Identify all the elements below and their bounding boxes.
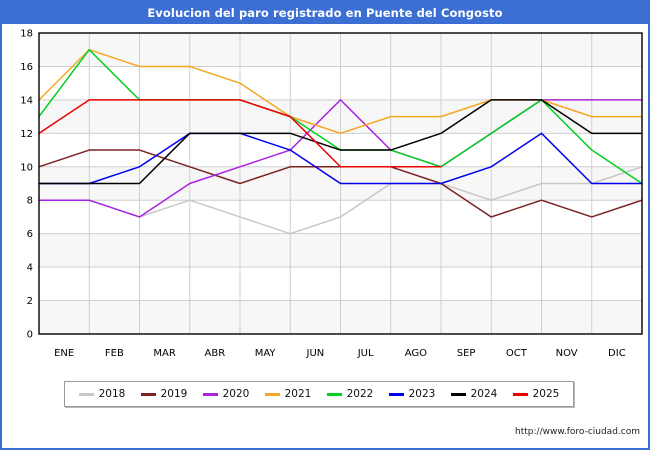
legend-swatch-icon <box>78 392 94 396</box>
y-axis-tick-label: 18 <box>20 29 33 40</box>
plot-border <box>38 32 643 335</box>
legend-swatch-icon <box>388 392 404 396</box>
legend-item-2023[interactable]: 2023 <box>388 388 436 400</box>
legend-item-2022[interactable]: 2022 <box>326 388 374 400</box>
legend-label: 2022 <box>346 388 374 400</box>
window-title-bar: Evolucion del paro registrado en Puente … <box>2 2 648 24</box>
y-axis-tick-label: 16 <box>20 62 33 73</box>
series-line-2024 <box>38 99 643 185</box>
x-axis-ticks: ENE FEB MAR ABR MAY JUN JUL AGO SEP OCT NOV DIC <box>54 348 626 359</box>
y-axis-tick-label: 6 <box>27 229 33 240</box>
legend-label: 2019 <box>160 388 188 400</box>
y-axis-tick-label: 14 <box>20 95 33 106</box>
x-axis-tick-label: JUN <box>306 348 325 359</box>
legend-item-2020[interactable]: 2020 <box>202 388 250 400</box>
legend-item-2024[interactable]: 2024 <box>450 388 498 400</box>
chart-plot-frame <box>38 32 643 335</box>
legend-item-2018[interactable]: 2018 <box>78 388 126 400</box>
y-axis-tick-label: 4 <box>27 263 33 274</box>
source-url: http://www.foro-ciudad.com <box>515 427 640 437</box>
legend-swatch-icon <box>326 392 342 396</box>
legend-label: 2020 <box>222 388 250 400</box>
x-axis-tick-label: SEP <box>457 348 476 359</box>
x-axis-tick-label: FEB <box>105 348 124 359</box>
x-axis-tick-label: JUL <box>357 348 374 359</box>
x-axis-tick-label: ABR <box>205 348 226 359</box>
legend-swatch-icon <box>140 392 156 396</box>
y-axis-ticks: 0 2 4 6 8 10 12 14 16 18 <box>20 29 33 341</box>
legend-label: 2024 <box>470 388 498 400</box>
y-axis-tick-label: 2 <box>27 296 33 307</box>
series-line-2025 <box>38 99 442 168</box>
x-axis-tick-label: ENE <box>54 348 74 359</box>
x-axis-tick-label: OCT <box>506 348 528 359</box>
legend-item-2021[interactable]: 2021 <box>264 388 312 400</box>
legend-label: 2018 <box>98 388 126 400</box>
page-title: Evolucion del paro registrado en Puente … <box>147 6 503 20</box>
x-axis-tick-label: DIC <box>608 348 626 359</box>
y-axis-tick-label: 0 <box>27 330 33 341</box>
legend-item-2025[interactable]: 2025 <box>512 388 560 400</box>
chart-series-lines <box>38 48 643 235</box>
x-axis-tick-label: MAR <box>153 348 175 359</box>
line-chart-svg: 0 2 4 6 8 10 12 14 16 18 ENE FEB MAR ABR MAY JUN JUL AGO… <box>20 29 643 359</box>
legend-swatch-icon <box>512 392 528 396</box>
y-axis-tick-label: 10 <box>20 162 33 173</box>
legend-label: 2021 <box>284 388 312 400</box>
x-axis-tick-label: AGO <box>405 348 427 359</box>
legend-label: 2023 <box>408 388 436 400</box>
chart-area: 0 2 4 6 8 10 12 14 16 18 ENE FEB MAR ABR MAY JUN JUL AGO… <box>2 24 648 448</box>
legend-swatch-icon <box>450 392 466 396</box>
y-axis-tick-label: 12 <box>20 129 33 140</box>
chart-legend: 2018 2019 2020 2021 2022 2023 2024 2025 <box>64 381 574 407</box>
legend-swatch-icon <box>202 392 218 396</box>
x-axis-tick-label: NOV <box>556 348 578 359</box>
x-axis-tick-label: MAY <box>255 348 277 359</box>
series-line-2023 <box>38 132 643 185</box>
legend-item-2019[interactable]: 2019 <box>140 388 188 400</box>
y-axis-tick-label: 8 <box>27 196 33 207</box>
legend-label: 2025 <box>532 388 560 400</box>
legend-swatch-icon <box>264 392 280 396</box>
